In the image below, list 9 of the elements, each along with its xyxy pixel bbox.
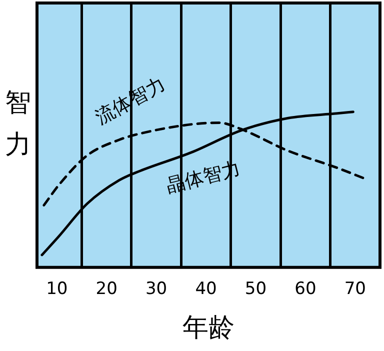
x-tick-label: 60 [294,279,316,300]
x-tick-label: 40 [195,279,217,300]
x-tick-label: 10 [46,279,68,300]
x-tick-label: 20 [96,279,118,300]
x-tick-label: 50 [244,279,267,300]
x-axis-title: 年龄 [182,313,234,344]
x-tick-label: 30 [145,279,168,300]
x-tick-label: 70 [344,279,366,300]
y-axis-title: 智力 [5,88,31,160]
